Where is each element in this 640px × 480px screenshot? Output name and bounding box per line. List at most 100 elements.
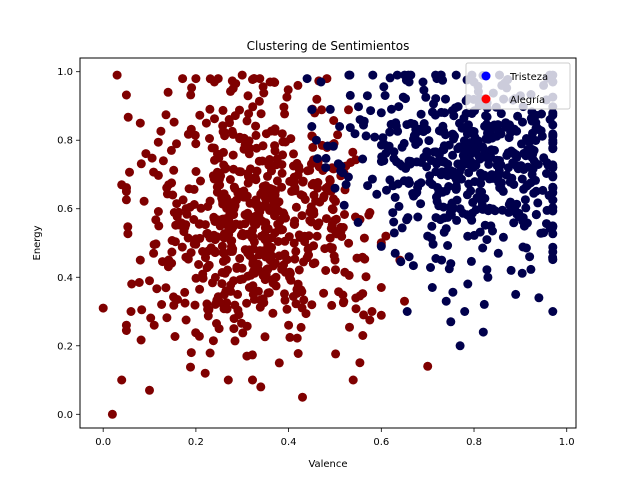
data-point-tristeza (542, 169, 551, 178)
x-tick-label: 1.0 (559, 437, 575, 448)
data-point-tristeza (421, 92, 431, 102)
data-point-alegria (191, 167, 201, 176)
data-point-alegria (232, 195, 241, 205)
data-point-tristeza (446, 207, 456, 217)
data-point-tristeza (455, 341, 465, 351)
data-point-alegria (161, 283, 171, 293)
data-point-alegria (293, 80, 303, 90)
data-point-alegria (187, 83, 197, 93)
data-point-alegria (305, 215, 315, 225)
data-point-alegria (136, 335, 146, 345)
data-point-alegria (329, 116, 339, 125)
data-point-alegria (304, 243, 314, 253)
data-point-tristeza (311, 135, 321, 145)
data-point-alegria (230, 336, 240, 346)
data-point-alegria (340, 267, 350, 277)
data-point-alegria (200, 220, 210, 230)
data-point-tristeza (512, 153, 522, 163)
data-point-alegria (145, 385, 154, 395)
data-point-alegria (355, 291, 365, 301)
data-point-alegria (355, 358, 365, 368)
data-point-tristeza (428, 107, 437, 117)
data-point-alegria (331, 265, 340, 275)
data-point-tristeza (470, 177, 480, 187)
x-tick-label: 0.6 (373, 437, 389, 448)
data-point-tristeza (385, 73, 395, 83)
data-point-alegria (273, 237, 283, 246)
data-point-alegria (219, 147, 228, 157)
data-point-alegria (189, 200, 199, 209)
data-point-tristeza (344, 70, 354, 80)
data-point-alegria (152, 284, 162, 294)
data-point-alegria (189, 215, 199, 224)
data-point-alegria (290, 254, 300, 264)
data-point-alegria (253, 259, 263, 269)
data-point-tristeza (441, 94, 450, 104)
data-point-tristeza (527, 107, 537, 117)
data-point-alegria (307, 300, 317, 310)
data-point-tristeza (483, 272, 493, 282)
data-point-tristeza (525, 252, 535, 262)
data-point-alegria (381, 231, 391, 241)
data-point-tristeza (481, 111, 491, 121)
data-point-alegria (207, 143, 217, 153)
data-point-alegria (196, 176, 205, 186)
data-point-tristeza (366, 106, 376, 116)
data-point-tristeza (404, 156, 414, 166)
data-point-tristeza (466, 213, 475, 223)
data-point-alegria (195, 110, 205, 120)
data-point-alegria (298, 176, 308, 186)
data-point-tristeza (330, 183, 340, 193)
data-point-tristeza (548, 247, 558, 257)
data-point-alegria (237, 70, 247, 80)
data-point-alegria (205, 348, 215, 358)
data-point-alegria (170, 237, 180, 247)
data-point-tristeza (387, 104, 396, 114)
data-point-alegria (242, 298, 252, 308)
data-point-alegria (348, 375, 358, 385)
data-point-alegria (294, 265, 304, 275)
data-point-tristeza (511, 289, 521, 299)
data-point-alegria (218, 247, 228, 257)
data-point-tristeza (427, 221, 437, 231)
data-point-tristeza (383, 142, 393, 152)
data-point-alegria (297, 211, 307, 221)
data-point-alegria (172, 199, 182, 209)
data-point-alegria (224, 115, 234, 124)
data-point-tristeza (537, 109, 546, 119)
data-point-tristeza (316, 77, 326, 87)
data-point-alegria (191, 273, 201, 283)
data-point-alegria (251, 121, 261, 131)
y-axis-label: Energy (32, 225, 43, 260)
data-point-tristeza (468, 197, 478, 207)
data-point-tristeza (370, 132, 380, 142)
data-point-alegria (137, 305, 147, 315)
data-point-alegria (280, 236, 290, 246)
data-point-alegria (191, 328, 201, 338)
data-point-alegria (250, 268, 260, 278)
data-point-alegria (261, 129, 271, 139)
data-point-tristeza (458, 208, 468, 218)
data-point-alegria (177, 242, 187, 252)
data-point-tristeza (312, 154, 322, 164)
data-point-alegria (376, 283, 386, 292)
data-point-alegria (243, 178, 253, 188)
data-point-alegria (228, 150, 238, 160)
data-point-tristeza (484, 159, 494, 169)
data-point-alegria (312, 94, 322, 104)
data-point-tristeza (506, 147, 516, 157)
data-point-alegria (196, 203, 206, 213)
data-point-alegria (249, 237, 259, 247)
data-point-alegria (149, 167, 159, 177)
data-point-tristeza (548, 203, 558, 212)
data-point-tristeza (416, 199, 426, 209)
data-point-alegria (305, 207, 315, 217)
data-point-tristeza (358, 154, 368, 164)
data-point-tristeza (408, 261, 418, 271)
data-point-tristeza (362, 91, 372, 101)
data-point-tristeza (509, 218, 519, 228)
data-point-alegria (195, 284, 205, 294)
data-point-tristeza (431, 94, 441, 104)
data-point-alegria (147, 153, 157, 163)
